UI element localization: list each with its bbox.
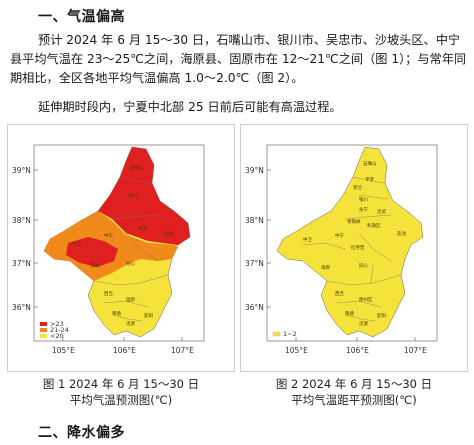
section2-title: 二、降水偏多 <box>38 425 125 441</box>
map-frame <box>33 144 205 342</box>
figure2-caption-line1: 图 2 2024 年 6 月 15～30 日 <box>275 377 433 391</box>
place-label: 同心 <box>359 262 368 269</box>
map-ticks <box>34 169 183 341</box>
figure2-legend: 1~2 <box>272 330 297 338</box>
region-red-south <box>66 237 118 267</box>
county-borders <box>302 176 402 322</box>
latitude-labels: 39°N 38°N 37°N 36°N <box>245 166 264 312</box>
lon-label: 107°E <box>404 346 427 355</box>
figure1-caption-line2: 平均气温预测图(℃) <box>69 393 173 407</box>
section1-title: 一、气温偏高 <box>38 9 125 25</box>
lon-label: 105°E <box>52 346 75 355</box>
place-label: 固原 <box>126 297 135 303</box>
lon-label: 107°E <box>171 346 194 355</box>
place-label: 中卫 <box>303 236 312 243</box>
legend-swatch <box>272 331 281 337</box>
place-label: 隆德 <box>345 310 354 317</box>
lat-label: 38°N <box>245 216 264 225</box>
figure2-map: 石嘴山 平罗 贺兰 银川 永宁 灵武 青铜峡 利通区 中卫 中宁 红寺堡 盐池 … <box>245 144 438 355</box>
place-label: 利通区 <box>367 222 381 229</box>
place-label: 同心 <box>126 260 135 267</box>
lon-label: 106°E <box>346 346 369 355</box>
figure1-legend: >23 21-24 <20 <box>40 320 69 340</box>
lon-label: 105°E <box>285 346 308 355</box>
legend-swatch <box>40 328 47 332</box>
paragraph-temperature-forecast: 预计 2024 年 6 月 15～30 日，石嘴山市、银川市、吴忠市、沙坡头区、… <box>10 33 467 85</box>
place-label: 原州区 <box>359 297 373 303</box>
lon-label: 106°E <box>113 346 136 355</box>
place-label: 泾源 <box>126 320 135 327</box>
figure1-map-panel: 石嘴山 银川 吴忠 中卫 中宁 盐池 海原 固原 西吉 隆德 泾源 彭阳 同心 … <box>7 124 235 372</box>
legend-swatch <box>40 334 47 338</box>
figure1-map: 石嘴山 银川 吴忠 中卫 中宁 盐池 海原 固原 西吉 隆德 泾源 彭阳 同心 … <box>12 144 205 355</box>
place-label: 盐池 <box>164 230 173 237</box>
figure2-map-panel: 石嘴山 平罗 贺兰 银川 永宁 灵武 青铜峡 利通区 中卫 中宁 红寺堡 盐池 … <box>240 124 468 372</box>
place-label: 灵武 <box>377 208 386 215</box>
place-label: 石嘴山 <box>363 160 377 167</box>
place-label: 海原 <box>90 262 99 269</box>
region-red <box>98 147 190 245</box>
place-label: 海原 <box>321 264 330 271</box>
place-label: 石嘴山 <box>130 164 144 171</box>
legend-label: 21-24 <box>50 326 69 334</box>
paragraph-high-temp-note: 延伸期时段内，宁夏中北部 25 日前后可能有高温过程。 <box>38 100 342 114</box>
figure1-caption-line1: 图 1 2024 年 6 月 15～30 日 <box>42 377 200 391</box>
place-label: 泾源 <box>359 320 368 327</box>
place-label: 隆德 <box>112 310 121 317</box>
place-label: 平罗 <box>365 177 374 183</box>
longitude-labels: 105°E 106°E 107°E <box>52 346 194 355</box>
place-label: 青铜峡 <box>347 218 361 225</box>
place-label: 中宁 <box>104 232 113 239</box>
place-label: 西吉 <box>104 291 113 297</box>
place-label: 中卫 <box>72 240 81 247</box>
place-label: 中宁 <box>335 232 344 239</box>
longitude-labels: 105°E 106°E 107°E <box>285 346 427 355</box>
place-label: 西吉 <box>335 291 344 297</box>
place-label: 吴忠 <box>138 225 147 231</box>
legend-label: >23 <box>50 320 64 328</box>
lat-label: 39°N <box>245 166 264 175</box>
map-frame <box>266 144 438 342</box>
place-label: 银川 <box>128 192 137 199</box>
place-label: 永宁 <box>359 206 368 213</box>
legend-label: 1~2 <box>283 330 297 338</box>
figure2-caption-line2: 平均气温距平预测图(℃) <box>291 393 417 407</box>
place-label: 彭阳 <box>377 312 386 319</box>
legend-label: <20 <box>50 332 64 340</box>
place-label: 彭阳 <box>144 312 153 319</box>
lat-label: 39°N <box>12 166 31 175</box>
latitude-labels: 39°N 38°N 37°N 36°N <box>12 166 31 312</box>
lat-label: 36°N <box>245 303 264 312</box>
region-yellow <box>276 146 424 338</box>
county-borders <box>93 176 169 322</box>
place-labels: 石嘴山 银川 吴忠 中卫 中宁 盐池 海原 固原 西吉 隆德 泾源 彭阳 同心 <box>72 164 173 327</box>
map-ticks <box>267 169 416 341</box>
place-label: 贺兰 <box>353 184 362 191</box>
place-label: 红寺堡 <box>351 244 365 251</box>
place-label: 银川 <box>359 196 368 203</box>
place-labels: 石嘴山 平罗 贺兰 银川 永宁 灵武 青铜峡 利通区 中卫 中宁 红寺堡 盐池 … <box>303 160 406 327</box>
lat-label: 36°N <box>12 303 31 312</box>
legend-swatch <box>40 322 47 326</box>
place-label: 盐池 <box>397 230 406 237</box>
lat-label: 37°N <box>245 259 264 268</box>
lat-label: 38°N <box>12 216 31 225</box>
lat-label: 37°N <box>12 259 31 268</box>
